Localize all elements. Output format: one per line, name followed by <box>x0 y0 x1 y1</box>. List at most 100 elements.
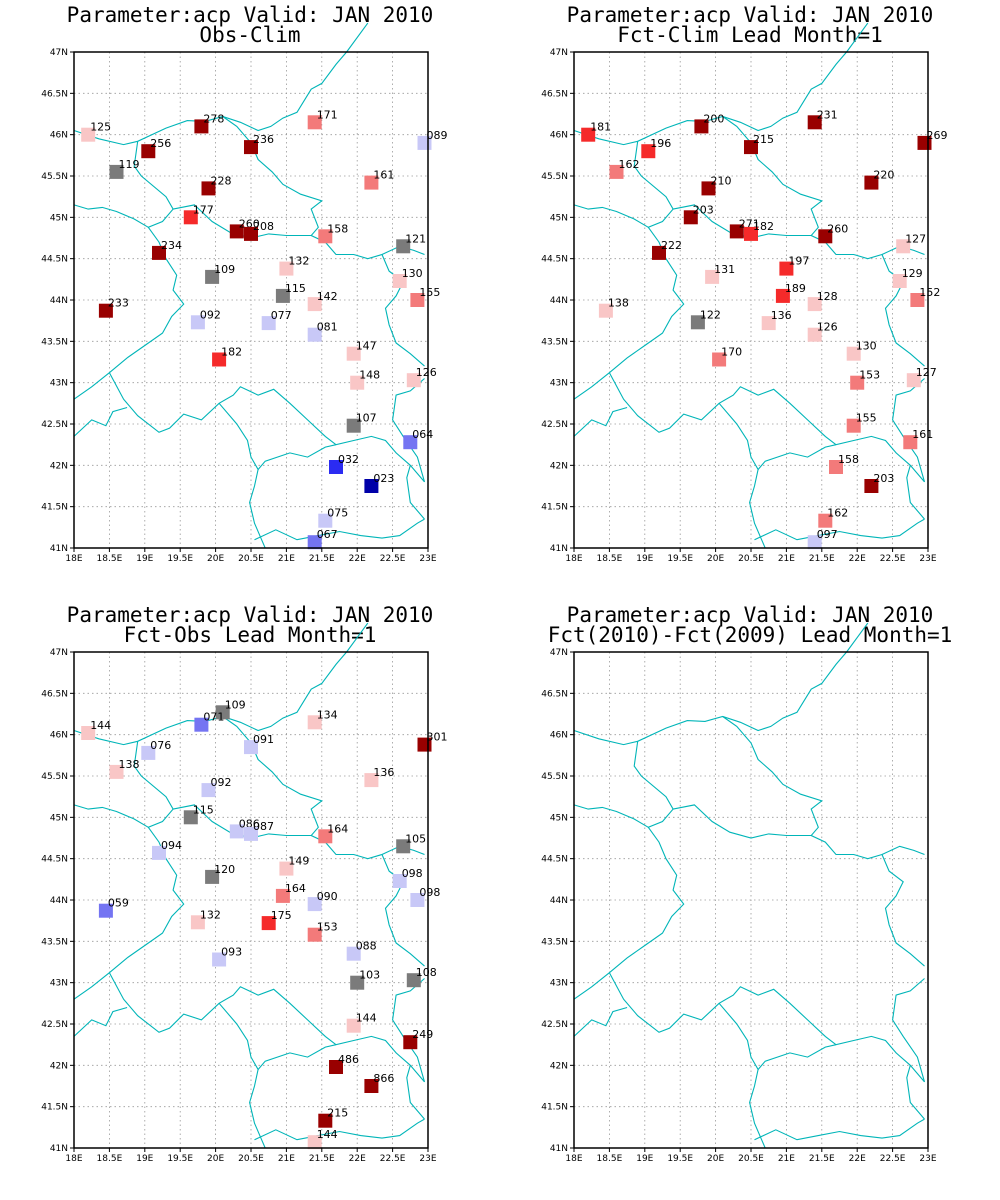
station-marker <box>818 513 833 528</box>
station-value: 236 <box>253 133 274 146</box>
station-value: 103 <box>359 969 380 982</box>
station-marker <box>98 903 113 918</box>
station-value: 162 <box>827 507 848 520</box>
x-tick-label: 22E <box>349 554 366 564</box>
x-tick-label: 22.5E <box>880 554 906 564</box>
station-marker <box>850 375 865 390</box>
x-tick-label: 21E <box>278 1154 295 1164</box>
x-tick-label: 21E <box>778 554 795 564</box>
station-value: 091 <box>253 733 274 746</box>
station-marker <box>775 288 790 303</box>
panel-title: Parameter:acp Valid: JAN 2010 <box>566 603 934 627</box>
y-tick-label: 43N <box>50 979 68 989</box>
station-value: 136 <box>373 766 394 779</box>
station-value: 228 <box>211 174 232 187</box>
station-value: 132 <box>288 255 309 268</box>
station-value: 075 <box>327 507 348 520</box>
y-tick-label: 43.5N <box>541 937 568 947</box>
y-tick-label: 44N <box>50 896 68 906</box>
station-marker <box>410 293 425 307</box>
y-tick-label: 46.5N <box>41 89 68 99</box>
station-marker <box>581 127 596 142</box>
x-tick-label: 21E <box>278 554 295 564</box>
x-tick-label: 20E <box>707 554 724 564</box>
station-marker <box>205 869 220 884</box>
station-value: 203 <box>873 472 894 485</box>
station-marker <box>244 140 258 155</box>
station-value: 109 <box>214 263 235 276</box>
station-value: 098 <box>419 886 440 899</box>
station-value: 182 <box>753 220 774 233</box>
station-value: 153 <box>317 921 338 934</box>
y-tick-label: 43N <box>550 379 568 389</box>
station-marker <box>906 373 921 388</box>
x-tick-label: 23E <box>419 1154 436 1164</box>
border-line <box>754 518 925 541</box>
border-line <box>73 51 348 146</box>
x-tick-label: 18E <box>65 554 82 564</box>
border-line <box>608 372 925 483</box>
y-tick-label: 43.5N <box>41 337 68 347</box>
station-marker <box>318 829 333 844</box>
station-marker <box>318 513 333 528</box>
station-value: 115 <box>285 282 306 295</box>
station-value: 301 <box>427 731 448 744</box>
station-marker <box>818 229 833 244</box>
station-value: 093 <box>221 946 242 959</box>
y-tick-label: 46.5N <box>41 689 68 699</box>
station-value: 089 <box>427 129 448 142</box>
station-value: 138 <box>608 297 629 310</box>
station-marker <box>641 144 656 159</box>
y-tick-label: 42N <box>550 461 568 471</box>
station-marker <box>598 303 613 318</box>
x-tick-label: 22.5E <box>380 1154 406 1164</box>
station-value: 128 <box>817 290 838 303</box>
y-tick-label: 43.5N <box>541 337 568 347</box>
station-marker <box>346 946 361 961</box>
station-value: 125 <box>90 121 111 134</box>
station-value: 109 <box>225 698 246 711</box>
x-tick-label: 19.5E <box>667 1154 693 1164</box>
station-value: 071 <box>203 711 224 724</box>
station-marker <box>846 418 861 433</box>
station-marker <box>396 239 411 254</box>
station-value: 208 <box>253 220 274 233</box>
border-line <box>222 716 425 967</box>
station-value: 105 <box>405 832 426 845</box>
x-tick-label: 20E <box>207 1154 224 1164</box>
border-line <box>906 1065 925 1120</box>
station-marker <box>183 810 198 825</box>
station-marker <box>761 316 776 331</box>
station-marker <box>307 115 322 130</box>
station-value: 181 <box>590 121 611 134</box>
station-value: 059 <box>108 897 129 910</box>
y-tick-label: 47N <box>550 48 568 58</box>
x-tick-label: 18.5E <box>597 554 623 564</box>
y-tick-label: 41N <box>550 1144 568 1154</box>
station-marker <box>364 479 379 493</box>
y-tick-label: 43N <box>550 979 568 989</box>
x-tick-label: 19E <box>636 554 653 564</box>
y-tick-label: 44N <box>550 896 568 906</box>
border-line <box>573 1006 628 1037</box>
station-value: 097 <box>817 528 838 541</box>
station-marker <box>307 927 322 942</box>
station-marker <box>410 893 425 907</box>
station-marker <box>864 479 879 493</box>
station-value: 177 <box>193 203 214 216</box>
station-value: 155 <box>419 286 440 299</box>
station-marker <box>307 1135 322 1150</box>
border-line <box>892 378 926 483</box>
y-tick-label: 46N <box>50 131 68 141</box>
border-line <box>218 1002 266 1149</box>
station-value: 129 <box>902 267 923 280</box>
station-value: 152 <box>919 286 940 299</box>
y-tick-label: 41.5N <box>541 1103 568 1113</box>
station-value: 278 <box>203 112 224 125</box>
station-value: 023 <box>373 472 394 485</box>
station-marker <box>364 773 379 788</box>
border-line <box>722 116 925 367</box>
station-marker <box>141 144 156 159</box>
station-marker <box>201 783 216 798</box>
